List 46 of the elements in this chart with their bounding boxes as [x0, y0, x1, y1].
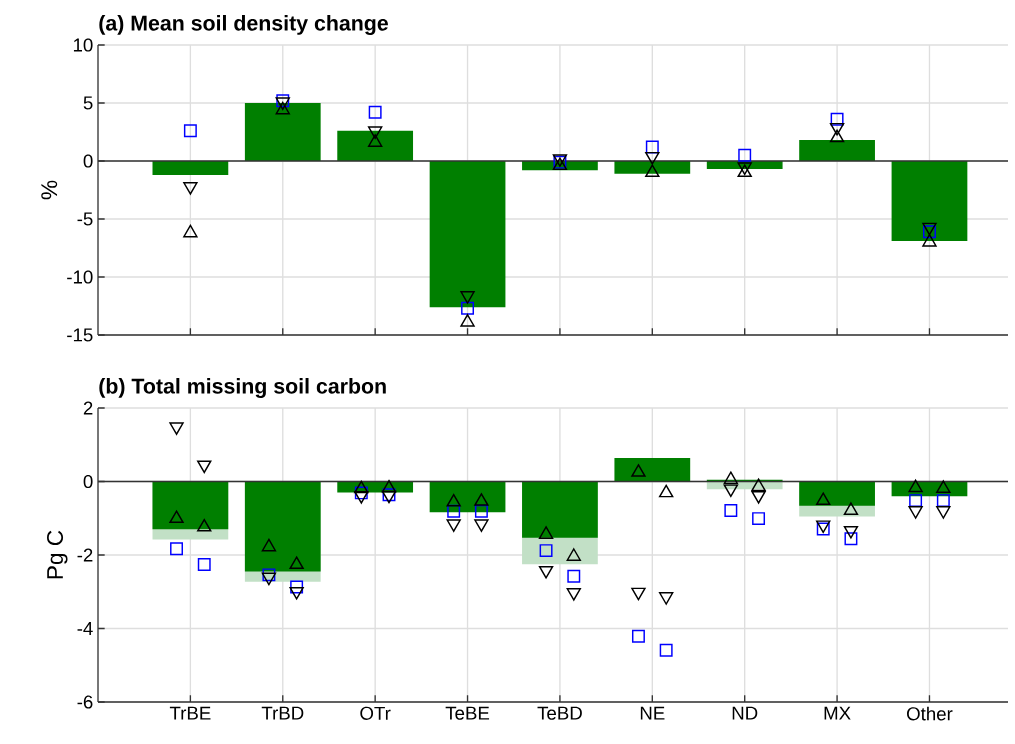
bar: [244, 103, 321, 161]
point: [461, 301, 475, 315]
x-tick-label: TeBD: [537, 706, 582, 720]
x-tick-label: OTr: [360, 706, 391, 720]
point: [460, 314, 475, 327]
bar: [891, 161, 968, 242]
bar: [152, 161, 229, 175]
y-tick-label: -10: [67, 270, 93, 284]
x-tick-label: ND: [732, 706, 758, 720]
x-tick-label: MX: [824, 706, 851, 720]
x-tick-label: NE: [640, 706, 665, 720]
bar: [337, 130, 414, 161]
y-tick-label: 10: [73, 38, 93, 52]
point: [368, 105, 382, 119]
bar: [614, 457, 691, 482]
y-axis-title: Pg C: [47, 530, 68, 579]
x-tick-label: TrBE: [169, 706, 211, 720]
y-tick-label: 5: [83, 96, 93, 110]
bar: [799, 140, 875, 161]
bar: [614, 161, 691, 174]
point: [830, 112, 844, 126]
point: [183, 224, 198, 238]
y-tick-label: -6: [77, 695, 93, 709]
bar: [429, 481, 506, 513]
point: [829, 129, 845, 143]
bar: [799, 481, 875, 506]
point: [738, 148, 752, 162]
y-tick-label: -15: [67, 328, 93, 342]
y-tick-label: -2: [77, 548, 93, 562]
point: [275, 101, 290, 115]
chart-title: (a) Mean soil density change: [99, 14, 388, 35]
x-tick-label: Other: [907, 706, 953, 721]
y-axis-title: %: [41, 180, 58, 200]
bar: [152, 481, 229, 530]
bar: [522, 481, 598, 538]
y-tick-label: 0: [83, 154, 93, 168]
point: [645, 140, 659, 154]
y-tick-label: 0: [83, 474, 93, 489]
x-tick-label: TrBD: [261, 706, 304, 720]
chart-title: (b) Total missing soil carbon: [99, 377, 386, 398]
x-tick-label: TeBE: [445, 706, 490, 720]
bar: [429, 161, 506, 308]
y-tick-label: -5: [77, 212, 93, 226]
y-tick-label: 2: [83, 401, 93, 415]
point: [183, 124, 197, 138]
y-tick-label: -4: [77, 622, 93, 635]
